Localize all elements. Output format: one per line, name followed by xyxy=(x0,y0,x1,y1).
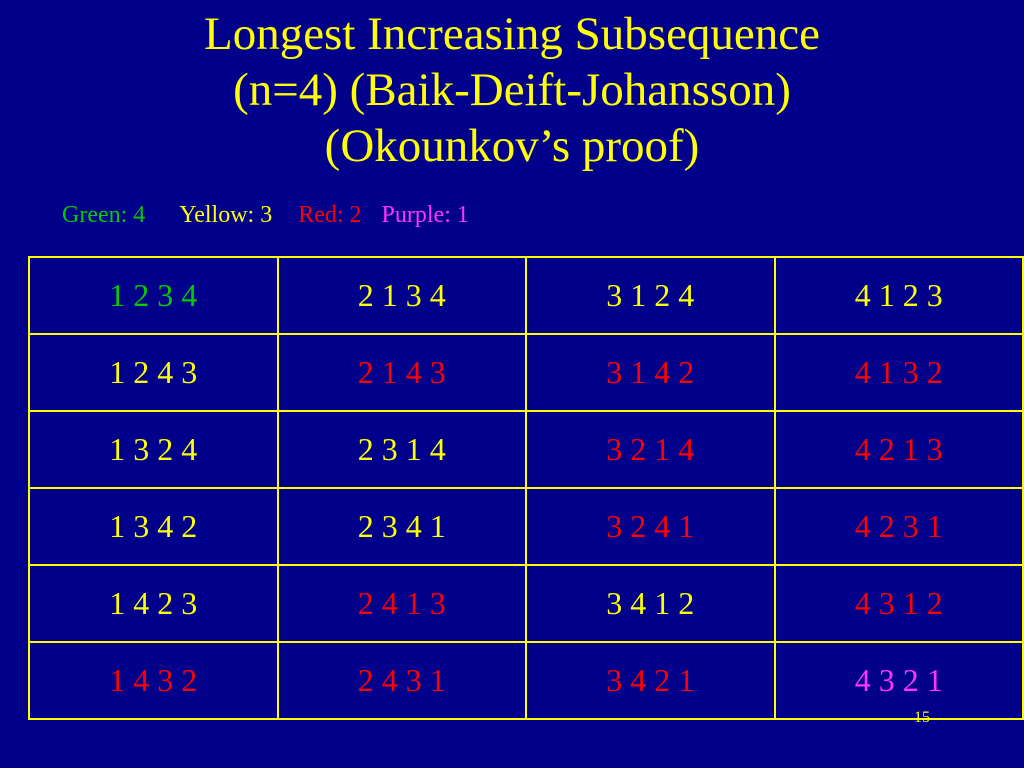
permutation-cell: 2 3 1 4 xyxy=(276,410,527,489)
permutation-cell: 1 2 3 4 xyxy=(28,256,279,335)
permutation-cell: 2 1 3 4 xyxy=(276,256,527,335)
slide-title: Longest Increasing Subsequence (n=4) (Ba… xyxy=(0,6,1024,174)
permutation-cell: 2 3 4 1 xyxy=(276,487,527,566)
title-line-1: Longest Increasing Subsequence xyxy=(203,8,821,60)
permutation-cell: 2 4 3 1 xyxy=(276,641,527,720)
legend-green: Green: 4 xyxy=(62,202,146,228)
permutation-cell: 4 2 1 3 xyxy=(773,410,1024,489)
permutation-cell: 4 1 3 2 xyxy=(773,333,1024,412)
permutation-cell: 3 1 2 4 xyxy=(525,256,776,335)
permutation-cell: 1 3 4 2 xyxy=(28,487,279,566)
permutation-cell: 4 3 1 2 xyxy=(773,564,1024,643)
permutation-cell: 1 4 3 2 xyxy=(28,641,279,720)
permutation-cell: 1 4 2 3 xyxy=(28,564,279,643)
title-line-2: (n=4) (Baik-Deift-Johansson) xyxy=(233,64,791,116)
permutation-cell: 4 2 3 1 xyxy=(773,487,1024,566)
permutation-cell: 3 2 1 4 xyxy=(525,410,776,489)
color-legend: Green: 4 Yellow: 3 Red: 2 Purple: 1 xyxy=(62,200,469,230)
permutation-cell: 2 1 4 3 xyxy=(276,333,527,412)
title-line-3: (Okounkov’s proof) xyxy=(324,120,700,172)
permutation-cell: 3 4 1 2 xyxy=(525,564,776,643)
legend-purple: Purple: 1 xyxy=(381,202,469,228)
permutation-cell: 3 2 4 1 xyxy=(525,487,776,566)
permutation-cell: 1 3 2 4 xyxy=(28,410,279,489)
permutation-cell: 3 4 2 1 xyxy=(525,641,776,720)
page-number: 15 xyxy=(914,709,930,726)
legend-yellow: Yellow: 3 xyxy=(179,202,273,228)
permutation-cell: 3 1 4 2 xyxy=(525,333,776,412)
permutation-cell: 1 2 4 3 xyxy=(28,333,279,412)
legend-red: Red: 2 xyxy=(298,202,362,228)
permutation-cell: 2 4 1 3 xyxy=(276,564,527,643)
permutation-cell: 4 3 2 1 xyxy=(773,641,1024,720)
permutation-cell: 4 1 2 3 xyxy=(773,256,1024,335)
